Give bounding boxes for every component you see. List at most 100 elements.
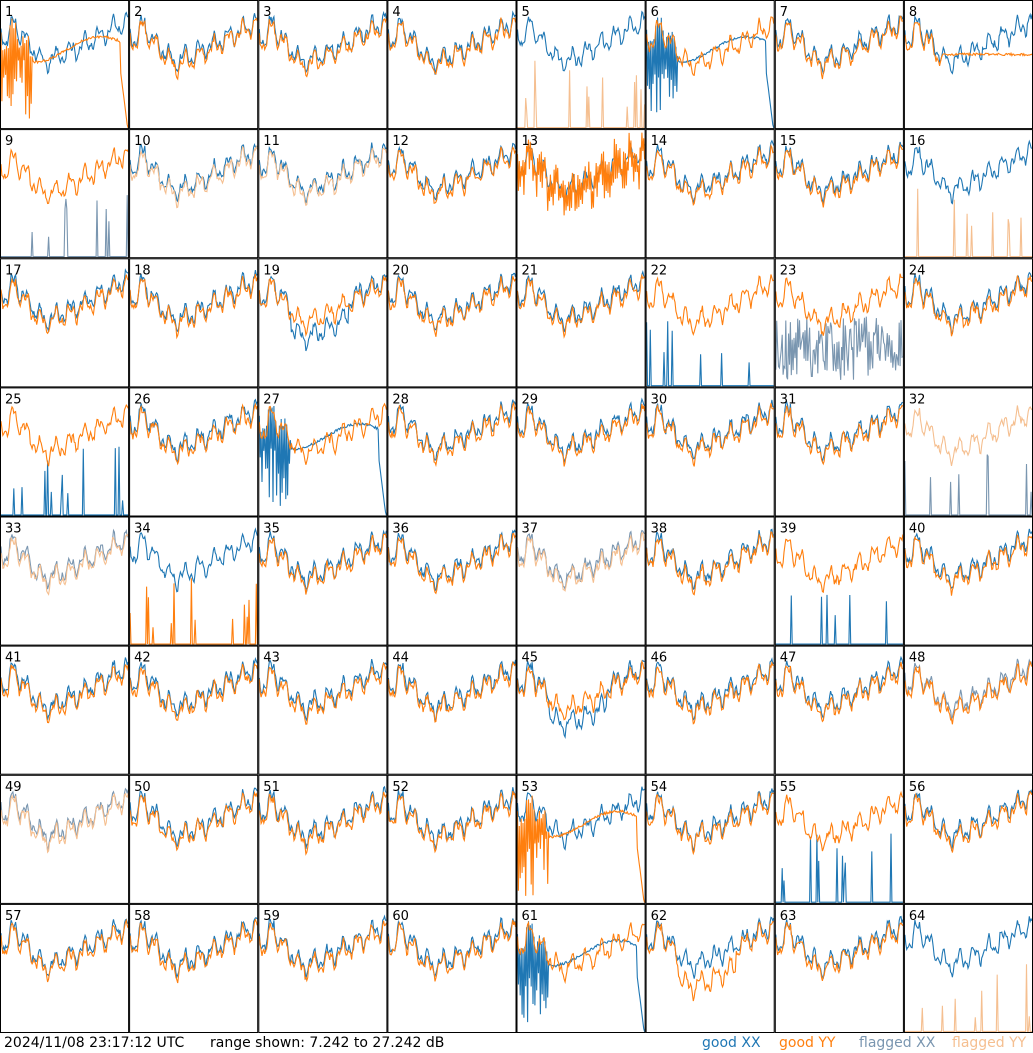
- series-xx-62: [646, 916, 775, 979]
- series-xx-47: [775, 655, 904, 720]
- series-xx-38: [646, 528, 774, 591]
- series-yy-1: [0, 18, 129, 129]
- panel-32: 32: [903, 387, 1033, 517]
- panel-label-61: 61: [522, 909, 539, 924]
- series-xx-21: [516, 270, 646, 333]
- panel-label-7: 7: [780, 5, 788, 20]
- series-yy-9: [0, 147, 129, 205]
- series-yy-4: [387, 17, 517, 76]
- panel-label-38: 38: [651, 522, 668, 537]
- series-yy-16: [904, 188, 1032, 258]
- panel-20: 20: [387, 258, 517, 388]
- panel-border-55: [774, 774, 904, 904]
- series-xx-3: [258, 10, 387, 74]
- series-yy-22: [646, 274, 775, 337]
- series-yy-19: [258, 274, 387, 338]
- panel-label-30: 30: [651, 392, 668, 407]
- series-xx-39: [775, 594, 903, 645]
- panel-label-33: 33: [5, 522, 22, 537]
- series-yy-30: [646, 403, 774, 467]
- panel-43: 43: [258, 645, 388, 775]
- panel-58: 58: [129, 903, 259, 1033]
- series-yy-46: [646, 660, 774, 725]
- panel-10: 10: [129, 129, 259, 259]
- legend-flagged-xx: flagged XX: [859, 1035, 936, 1051]
- panel-label-34: 34: [134, 522, 151, 537]
- series-xx-42: [129, 657, 258, 718]
- series-yy-39: [775, 534, 904, 594]
- series-xx-23: [775, 316, 904, 380]
- series-xx-30: [646, 399, 775, 460]
- panel-39: 39: [774, 516, 904, 646]
- series-yy-17: [0, 274, 129, 335]
- panel-label-8: 8: [909, 5, 917, 20]
- panel-label-47: 47: [780, 651, 797, 666]
- series-xx-43: [258, 658, 387, 723]
- series-xx-32: [904, 454, 1033, 516]
- series-xx-61: [516, 921, 646, 1032]
- panel-border-31: [774, 387, 904, 517]
- panel-26: 26: [129, 387, 259, 517]
- series-yy-56: [904, 790, 1033, 853]
- panel-border-21: [516, 258, 646, 388]
- panel-border-3: [258, 0, 388, 130]
- panel-border-18: [129, 258, 259, 388]
- panel-border-44: [387, 645, 517, 775]
- series-xx-63: [775, 915, 904, 979]
- panel-36: 36: [387, 516, 517, 646]
- panel-28: 28: [387, 387, 517, 517]
- panel-5: 5: [516, 0, 646, 130]
- series-xx-9: [1, 195, 129, 258]
- series-xx-64: [904, 916, 1033, 978]
- panel-14: 14: [645, 129, 775, 259]
- series-yy-40: [904, 534, 1033, 596]
- panel-label-59: 59: [263, 909, 280, 924]
- series-xx-44: [387, 659, 517, 723]
- series-yy-2: [129, 17, 258, 81]
- series-yy-59: [258, 920, 387, 983]
- panel-border-62: [645, 903, 775, 1033]
- panel-border-57: [0, 903, 130, 1033]
- panel-border-52: [387, 774, 517, 904]
- series-xx-16: [904, 139, 1033, 205]
- series-xx-10: [129, 142, 258, 203]
- panel-label-25: 25: [5, 392, 22, 407]
- panel-label-36: 36: [392, 522, 409, 537]
- panel-4: 4: [387, 0, 517, 130]
- series-yy-42: [129, 662, 258, 721]
- panel-border-12: [387, 129, 517, 259]
- series-yy-36: [387, 532, 516, 595]
- panel-label-46: 46: [651, 651, 668, 666]
- series-yy-43: [258, 662, 387, 725]
- legend-good-xx: good XX: [702, 1035, 761, 1051]
- panel-border-13: [516, 129, 646, 259]
- panel-border-4: [387, 0, 517, 130]
- series-xx-18: [129, 270, 258, 333]
- panel-border-50: [129, 774, 259, 904]
- panel-label-26: 26: [134, 392, 151, 407]
- series-xx-14: [646, 139, 775, 204]
- panel-37: 37: [516, 516, 646, 646]
- panel-label-20: 20: [392, 263, 409, 278]
- panel-border-5: [516, 0, 646, 130]
- panel-label-19: 19: [263, 263, 280, 278]
- series-yy-60: [387, 919, 517, 982]
- panel-55: 55: [774, 774, 904, 904]
- series-xx-11: [258, 142, 387, 205]
- panel-label-21: 21: [522, 263, 539, 278]
- panel-16: 16: [903, 129, 1033, 259]
- panel-border-54: [645, 774, 775, 904]
- panel-57: 57: [0, 903, 130, 1033]
- series-yy-51: [258, 791, 387, 856]
- panel-border-63: [774, 903, 904, 1033]
- series-yy-23: [775, 273, 904, 336]
- panel-border-37: [516, 516, 646, 646]
- series-yy-32: [904, 405, 1033, 467]
- series-xx-34: [129, 527, 258, 593]
- panel-label-24: 24: [909, 263, 926, 278]
- timestamp-label: 2024/11/08 23:17:12 UTC: [4, 1035, 185, 1051]
- panel-21: 21: [516, 258, 646, 388]
- panel-53: 53: [516, 774, 646, 904]
- panel-border-14: [645, 129, 775, 259]
- series-xx-54: [646, 788, 775, 853]
